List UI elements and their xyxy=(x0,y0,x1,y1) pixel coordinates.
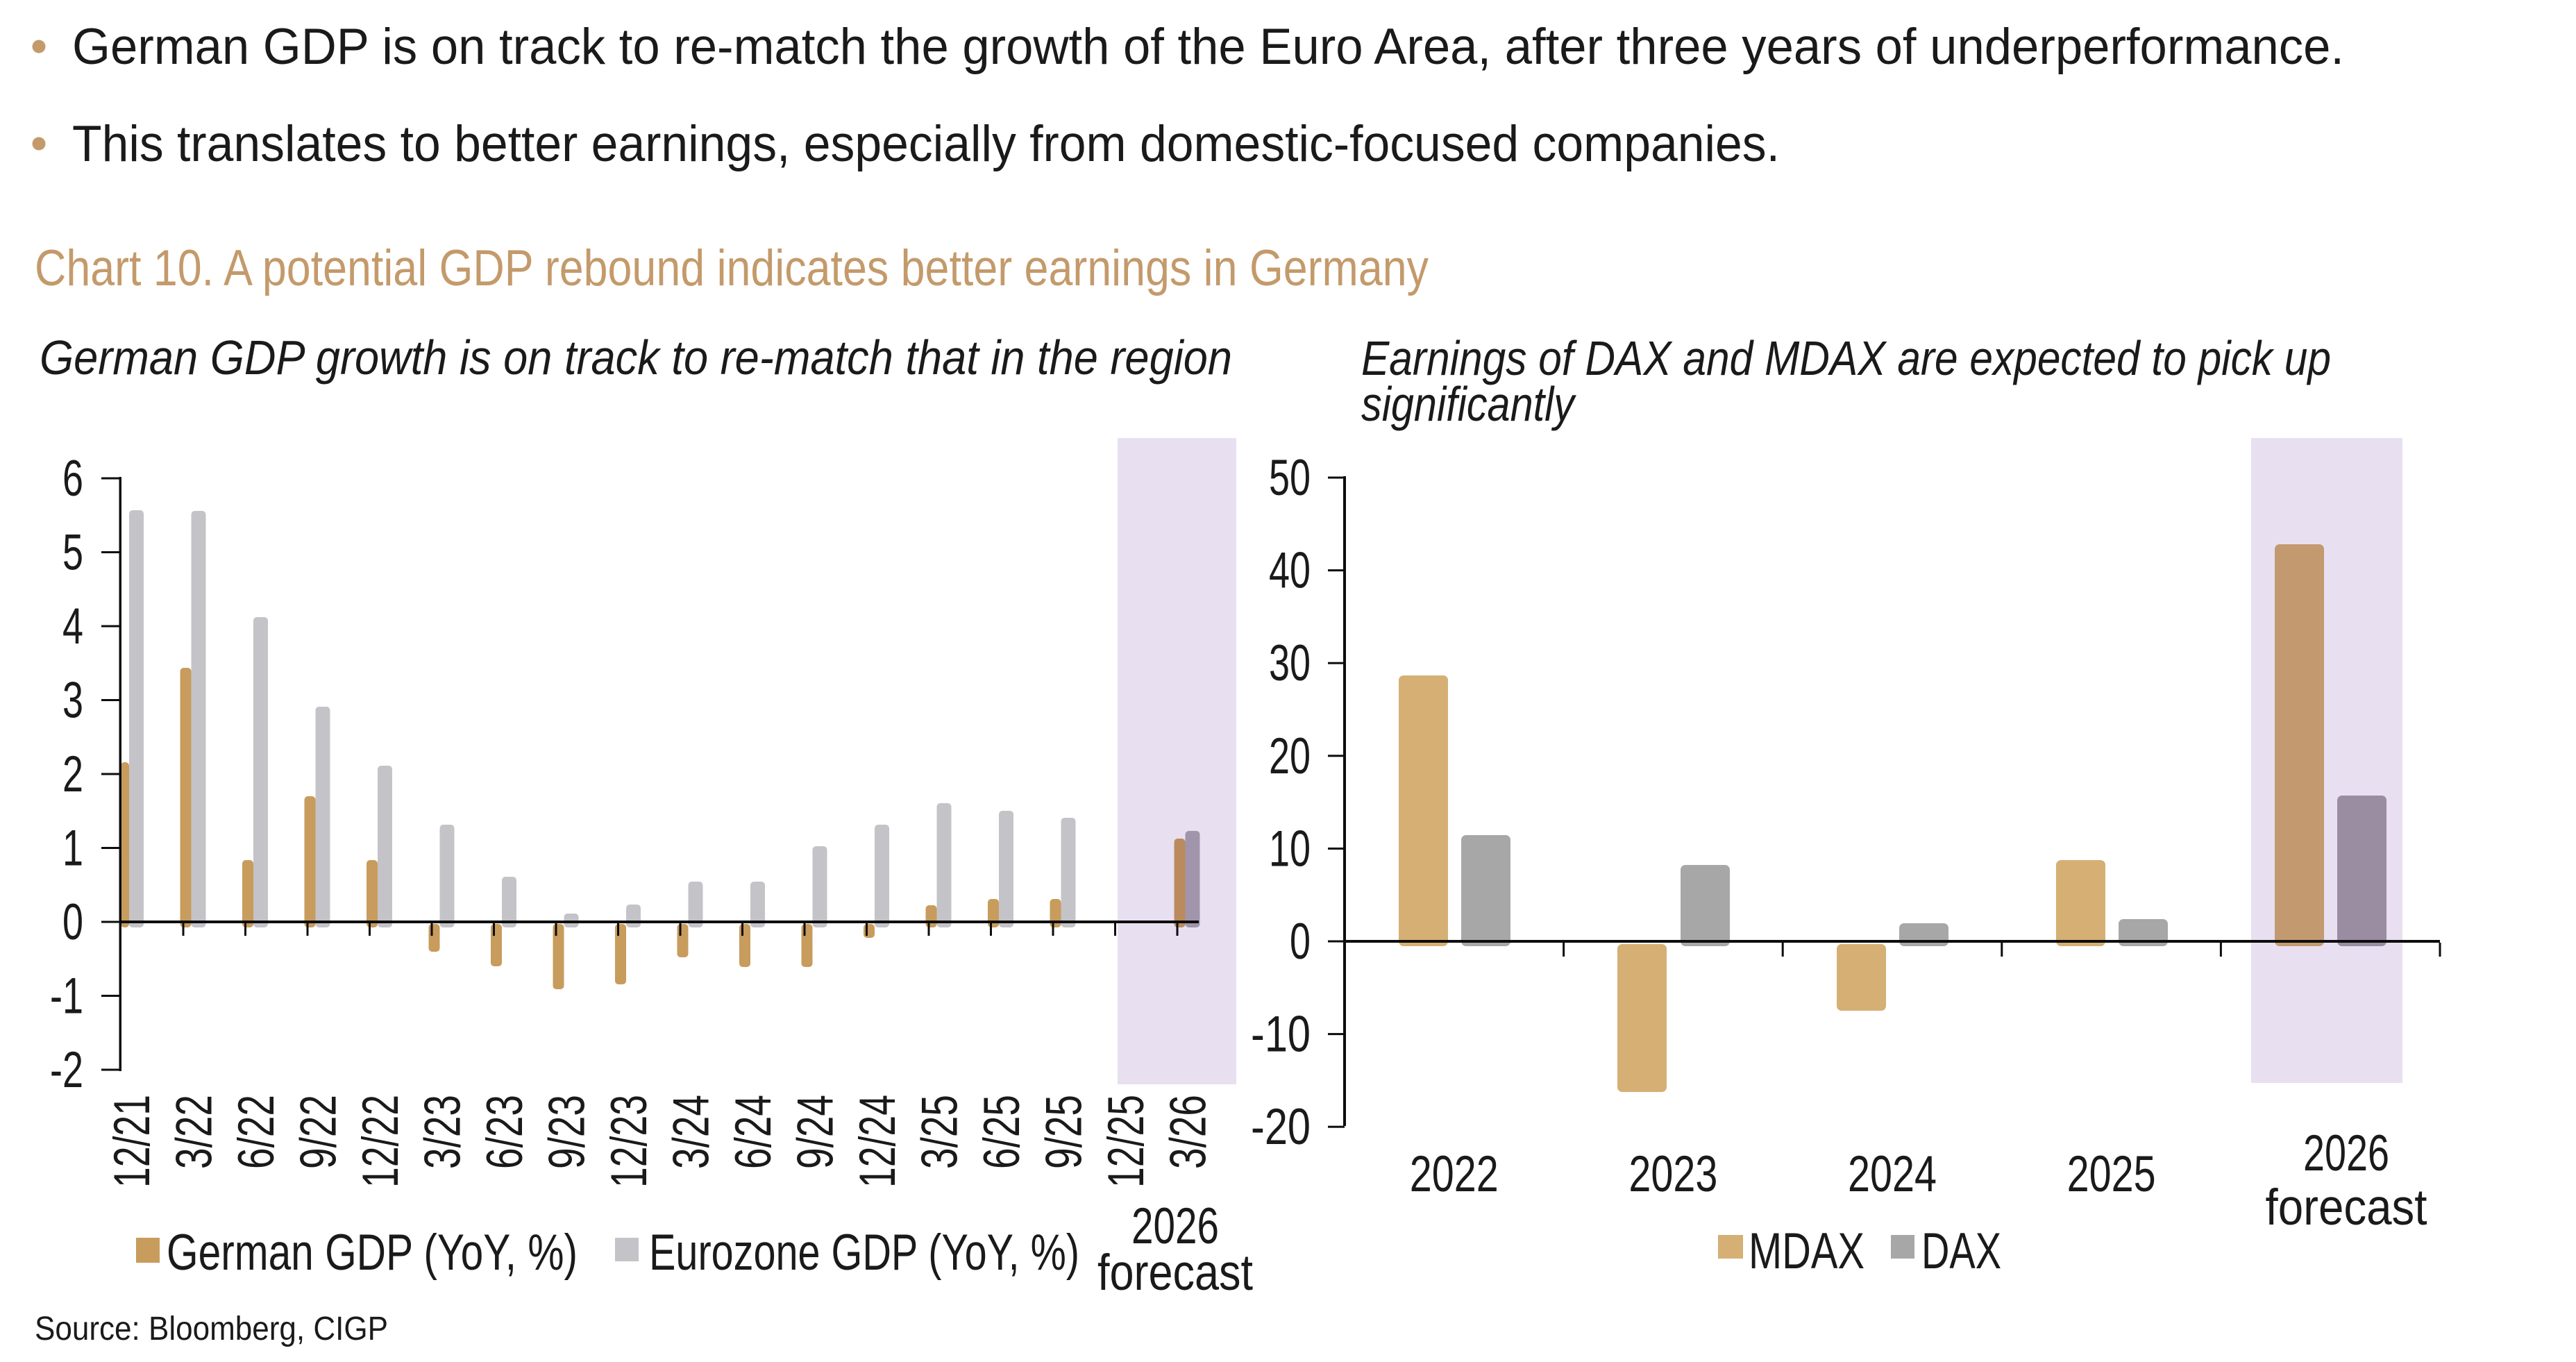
svg-text:0: 0 xyxy=(1290,914,1311,970)
svg-text:4: 4 xyxy=(62,598,83,655)
svg-text:9/22: 9/22 xyxy=(291,1095,347,1169)
svg-text:-20: -20 xyxy=(1251,1099,1311,1155)
svg-text:40: 40 xyxy=(1269,543,1311,599)
svg-text:2: 2 xyxy=(62,746,83,802)
svg-text:2026: 2026 xyxy=(1131,1198,1219,1254)
svg-text:2023: 2023 xyxy=(1628,1146,1717,1202)
svg-text:German GDP growth is on track: German GDP growth is on track to re-matc… xyxy=(40,330,1232,385)
svg-text:5: 5 xyxy=(62,525,83,581)
svg-text:Chart 10. A potential GDP rebo: Chart 10. A potential GDP rebound indica… xyxy=(35,240,1429,296)
svg-text:forecast: forecast xyxy=(1097,1245,1253,1301)
svg-text:This translates to better earn: This translates to better earnings, espe… xyxy=(72,116,1780,172)
svg-text:6/25: 6/25 xyxy=(974,1095,1030,1169)
svg-text:6/24: 6/24 xyxy=(725,1095,782,1169)
svg-text:forecast: forecast xyxy=(2266,1179,2427,1236)
svg-text:2024: 2024 xyxy=(1848,1146,1937,1202)
svg-text:9/24: 9/24 xyxy=(788,1095,844,1169)
svg-text:2025: 2025 xyxy=(2067,1146,2156,1202)
svg-text:DAX: DAX xyxy=(1921,1223,2001,1279)
svg-text:-1: -1 xyxy=(50,968,83,1025)
svg-text:6/23: 6/23 xyxy=(477,1095,533,1169)
svg-text:12/25: 12/25 xyxy=(1098,1095,1154,1188)
svg-text:Source: Bloomberg, CIGP: Source: Bloomberg, CIGP xyxy=(35,1311,388,1347)
svg-text:0: 0 xyxy=(62,894,83,950)
svg-text:2026: 2026 xyxy=(2303,1125,2389,1182)
svg-text:-10: -10 xyxy=(1251,1007,1311,1063)
svg-text:50: 50 xyxy=(1269,450,1311,506)
svg-text:Eurozone GDP (YoY, %): Eurozone GDP (YoY, %) xyxy=(649,1225,1079,1281)
svg-text:3/26: 3/26 xyxy=(1161,1095,1217,1169)
svg-text:12/23: 12/23 xyxy=(601,1095,657,1188)
svg-text:9/23: 9/23 xyxy=(539,1095,596,1169)
svg-text:3/24: 3/24 xyxy=(664,1095,720,1169)
svg-text:30: 30 xyxy=(1269,635,1311,691)
svg-text:3/22: 3/22 xyxy=(167,1095,223,1169)
svg-text:6/22: 6/22 xyxy=(228,1095,285,1169)
svg-text:6: 6 xyxy=(62,451,83,507)
svg-text:3/23: 3/23 xyxy=(415,1095,471,1169)
svg-text:1: 1 xyxy=(62,821,83,877)
svg-text:German GDP is on track to re-m: German GDP is on track to re-match the g… xyxy=(72,19,2344,75)
svg-text:12/24: 12/24 xyxy=(850,1095,906,1188)
svg-text:3: 3 xyxy=(62,673,83,729)
svg-text:2022: 2022 xyxy=(1410,1146,1499,1202)
svg-text:12/21: 12/21 xyxy=(104,1095,160,1188)
svg-text:German GDP (YoY, %): German GDP (YoY, %) xyxy=(167,1225,578,1281)
svg-text:significantly: significantly xyxy=(1361,377,1576,431)
svg-text:3/25: 3/25 xyxy=(912,1095,968,1169)
svg-text:MDAX: MDAX xyxy=(1749,1223,1864,1279)
svg-text:20: 20 xyxy=(1269,728,1311,784)
svg-text:Earnings of DAX and MDAX are e: Earnings of DAX and MDAX are expected to… xyxy=(1361,331,2331,385)
svg-text:9/25: 9/25 xyxy=(1036,1095,1093,1169)
svg-text:10: 10 xyxy=(1269,821,1311,877)
svg-text:12/22: 12/22 xyxy=(353,1095,409,1188)
svg-text:-2: -2 xyxy=(50,1042,83,1098)
